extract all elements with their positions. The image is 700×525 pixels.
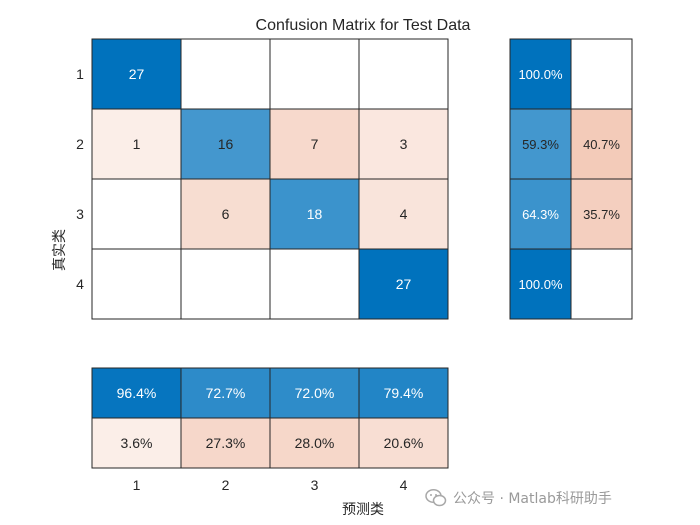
x-tick-label-3: 3 bbox=[311, 477, 319, 493]
column-summary-incorrect-label-3: 28.0% bbox=[295, 435, 335, 451]
column-summary-correct-2 bbox=[180, 367, 271, 419]
matrix-value-2-2: 16 bbox=[218, 136, 234, 152]
matrix-cell-1-3 bbox=[269, 38, 360, 110]
column-summary-correct-3 bbox=[269, 367, 360, 419]
x-axis-label: 预测类 bbox=[342, 502, 384, 518]
matrix-value-2-4: 3 bbox=[400, 136, 408, 152]
column-summary-incorrect-label-1: 3.6% bbox=[121, 435, 153, 451]
y-tick-label-3: 3 bbox=[76, 206, 84, 222]
matrix-cell-4-1 bbox=[91, 248, 182, 320]
y-axis-label: 真实类 bbox=[52, 229, 68, 271]
tick-labels: 1 1 2 2 3 3 4 4 bbox=[76, 66, 408, 493]
column-summary-incorrect-2 bbox=[180, 417, 271, 469]
matrix-cell-3-4 bbox=[358, 178, 449, 250]
column-summary-incorrect-label-2: 27.3% bbox=[206, 435, 246, 451]
matrix-value-3-2: 6 bbox=[222, 206, 230, 222]
matrix-cell-4-4 bbox=[358, 248, 449, 320]
matrix-value-3-3: 18 bbox=[307, 206, 323, 222]
wechat-icon bbox=[425, 488, 447, 507]
matrix-cell-3-1 bbox=[91, 178, 182, 250]
column-summary-correct-4 bbox=[358, 367, 449, 419]
matrix-value-2-1: 1 bbox=[133, 136, 141, 152]
row-summary-incorrect-3 bbox=[570, 178, 633, 250]
matrix-value-3-4: 4 bbox=[400, 206, 408, 222]
matrix-cell-4-2 bbox=[180, 248, 271, 320]
column-summary-incorrect-4 bbox=[358, 417, 449, 469]
y-tick-label-4: 4 bbox=[76, 276, 84, 292]
column-summary-correct-1 bbox=[91, 367, 182, 419]
matrix-cell-3-2 bbox=[180, 178, 271, 250]
row-summary-incorrect-label-3: 35.7% bbox=[583, 207, 620, 222]
row-summary-correct-label-2: 59.3% bbox=[522, 137, 559, 152]
matrix-cell-4-3 bbox=[269, 248, 360, 320]
row-summary-grid: 100.0% 59.3% 40.7% 64.3% 35.7% 100.0% bbox=[509, 38, 633, 320]
column-summary-correct-label-4: 79.4% bbox=[384, 385, 424, 401]
confusion-matrix-grid: 27 1 16 7 3 6 18 4 27 bbox=[91, 38, 449, 320]
matrix-cell-1-4 bbox=[358, 38, 449, 110]
y-tick-label-2: 2 bbox=[76, 136, 84, 152]
column-summary-grid: 96.4% 3.6% 72.7% 27.3% 72.0% 28.0% 79.4% 20.6% bbox=[91, 367, 449, 469]
matrix-cell-1-2 bbox=[180, 38, 271, 110]
matrix-value-2-3: 7 bbox=[311, 136, 319, 152]
matrix-cell-2-3 bbox=[269, 108, 360, 180]
column-summary-correct-label-1: 96.4% bbox=[117, 385, 157, 401]
matrix-cell-2-4 bbox=[358, 108, 449, 180]
row-summary-incorrect-1 bbox=[570, 38, 633, 110]
column-summary-incorrect-3 bbox=[269, 417, 360, 469]
x-tick-label-4: 4 bbox=[400, 477, 408, 493]
row-summary-correct-label-4: 100.0% bbox=[518, 277, 563, 292]
row-summary-incorrect-2 bbox=[570, 108, 633, 180]
row-summary-correct-label-1: 100.0% bbox=[518, 67, 563, 82]
row-summary-incorrect-label-2: 40.7% bbox=[583, 137, 620, 152]
matrix-value-4-4: 27 bbox=[396, 276, 412, 292]
x-tick-label-1: 1 bbox=[133, 477, 141, 493]
column-summary-correct-label-2: 72.7% bbox=[206, 385, 246, 401]
column-summary-incorrect-1 bbox=[91, 417, 182, 469]
column-summary-correct-label-3: 72.0% bbox=[295, 385, 335, 401]
column-summary-incorrect-label-4: 20.6% bbox=[384, 435, 424, 451]
matrix-cell-1-1 bbox=[91, 38, 182, 110]
chart-title: Confusion Matrix for Test Data bbox=[256, 17, 471, 34]
watermark: 公众号 · Matlab科研助手 bbox=[425, 485, 612, 511]
row-summary-incorrect-4 bbox=[570, 248, 633, 320]
matrix-value-1-1: 27 bbox=[129, 66, 145, 82]
row-summary-correct-1 bbox=[509, 38, 572, 110]
y-tick-label-1: 1 bbox=[76, 66, 84, 82]
x-tick-label-2: 2 bbox=[222, 477, 230, 493]
matrix-cell-2-2 bbox=[180, 108, 271, 180]
watermark-text: 公众号 · Matlab科研助手 bbox=[453, 491, 612, 507]
row-summary-correct-label-3: 64.3% bbox=[522, 207, 559, 222]
matrix-cell-2-1 bbox=[91, 108, 182, 180]
